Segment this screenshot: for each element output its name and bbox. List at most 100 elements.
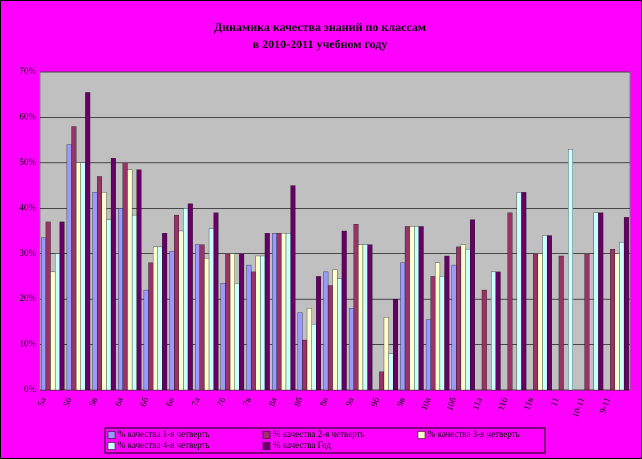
x-tick-label: 9в — [395, 396, 407, 408]
bar — [260, 255, 266, 391]
bar — [195, 244, 200, 391]
bar — [118, 208, 124, 391]
bar — [393, 298, 398, 391]
legend-swatch — [262, 442, 271, 450]
legend-swatch — [262, 431, 271, 439]
bar — [327, 285, 333, 391]
chart-title: Динамика качества знаний по классам — [214, 20, 426, 34]
bar — [131, 214, 137, 391]
bar — [306, 308, 312, 391]
bar — [148, 262, 154, 391]
bar — [619, 242, 625, 391]
bar — [208, 228, 214, 391]
bar — [246, 264, 252, 391]
legend-swatch — [107, 431, 116, 439]
bar — [122, 162, 128, 391]
bar — [264, 233, 270, 391]
bar — [92, 192, 98, 391]
bar — [379, 371, 385, 391]
bar — [285, 233, 291, 391]
bar — [439, 276, 445, 391]
bar — [143, 289, 149, 391]
bar — [337, 278, 343, 391]
x-tick-label: 8в — [318, 396, 330, 408]
y-tick-label: 30% — [20, 248, 37, 258]
bar — [435, 262, 441, 391]
bar — [220, 283, 226, 391]
bar — [229, 253, 235, 391]
legend-label: % качества 2-я четверть — [273, 429, 365, 439]
bar — [213, 212, 219, 391]
bar — [66, 144, 72, 391]
bar — [495, 271, 501, 391]
bar — [465, 249, 471, 391]
bar — [362, 244, 368, 391]
x-tick-label: 6в — [164, 396, 176, 408]
bar — [353, 224, 359, 391]
bar — [323, 271, 329, 391]
bar — [101, 192, 107, 391]
bar — [225, 253, 231, 391]
x-tick-label: 9а — [343, 396, 355, 407]
x-tick-label: 10а — [419, 396, 433, 412]
bar — [187, 203, 193, 391]
bar — [59, 221, 65, 391]
bar — [136, 169, 142, 391]
x-tick-label: 10б — [444, 396, 458, 413]
y-tick-label: 70% — [20, 66, 37, 76]
legend — [104, 427, 546, 454]
bar — [388, 353, 394, 391]
bar — [614, 253, 620, 391]
legend-swatch — [417, 431, 426, 439]
bar — [290, 185, 296, 391]
bar — [404, 226, 410, 391]
bar — [199, 244, 205, 391]
x-tick-label: 8б — [292, 396, 305, 408]
x-tick-label: 9б — [369, 396, 382, 408]
bar — [316, 276, 322, 391]
legend-label: % качества 4-я четверть — [118, 440, 210, 450]
bar — [409, 226, 415, 391]
bar — [127, 169, 133, 391]
bar — [41, 237, 47, 391]
x-tick-label: 8а — [266, 396, 278, 407]
bar — [239, 253, 245, 391]
bar — [623, 217, 629, 391]
y-tick-label: 50% — [20, 157, 37, 167]
bar — [383, 317, 389, 391]
bar — [584, 253, 590, 391]
bar — [516, 192, 522, 391]
legend-swatch — [107, 442, 116, 450]
bar — [281, 233, 287, 391]
bar — [598, 212, 604, 391]
bar — [250, 271, 256, 391]
x-tick-label: 6а — [112, 396, 124, 407]
legend-label: % качества 1-я четверть — [118, 429, 210, 439]
bar — [174, 214, 179, 391]
bar — [481, 289, 487, 391]
bar — [400, 262, 406, 391]
bar — [418, 226, 424, 391]
x-tick-label: 11в — [521, 396, 535, 412]
bar — [593, 212, 599, 391]
x-tick-label: 5а — [36, 396, 48, 407]
x-tick-label: 7в — [241, 396, 253, 408]
bar — [470, 219, 475, 391]
bar — [348, 308, 354, 391]
bar — [444, 255, 450, 391]
x-tick-label: 11а — [470, 396, 484, 411]
bar — [54, 253, 60, 391]
bar — [302, 339, 308, 391]
bar — [311, 323, 317, 391]
bar — [332, 269, 338, 391]
bar — [533, 253, 539, 391]
y-tick-label: 10% — [20, 339, 37, 349]
bar — [414, 226, 420, 391]
bar — [76, 162, 81, 391]
bar — [546, 235, 552, 391]
bar — [341, 230, 347, 391]
legend-label: % качества 3-я четверть — [428, 429, 520, 439]
bar — [169, 251, 175, 391]
bar — [542, 235, 548, 391]
bar — [183, 208, 189, 391]
